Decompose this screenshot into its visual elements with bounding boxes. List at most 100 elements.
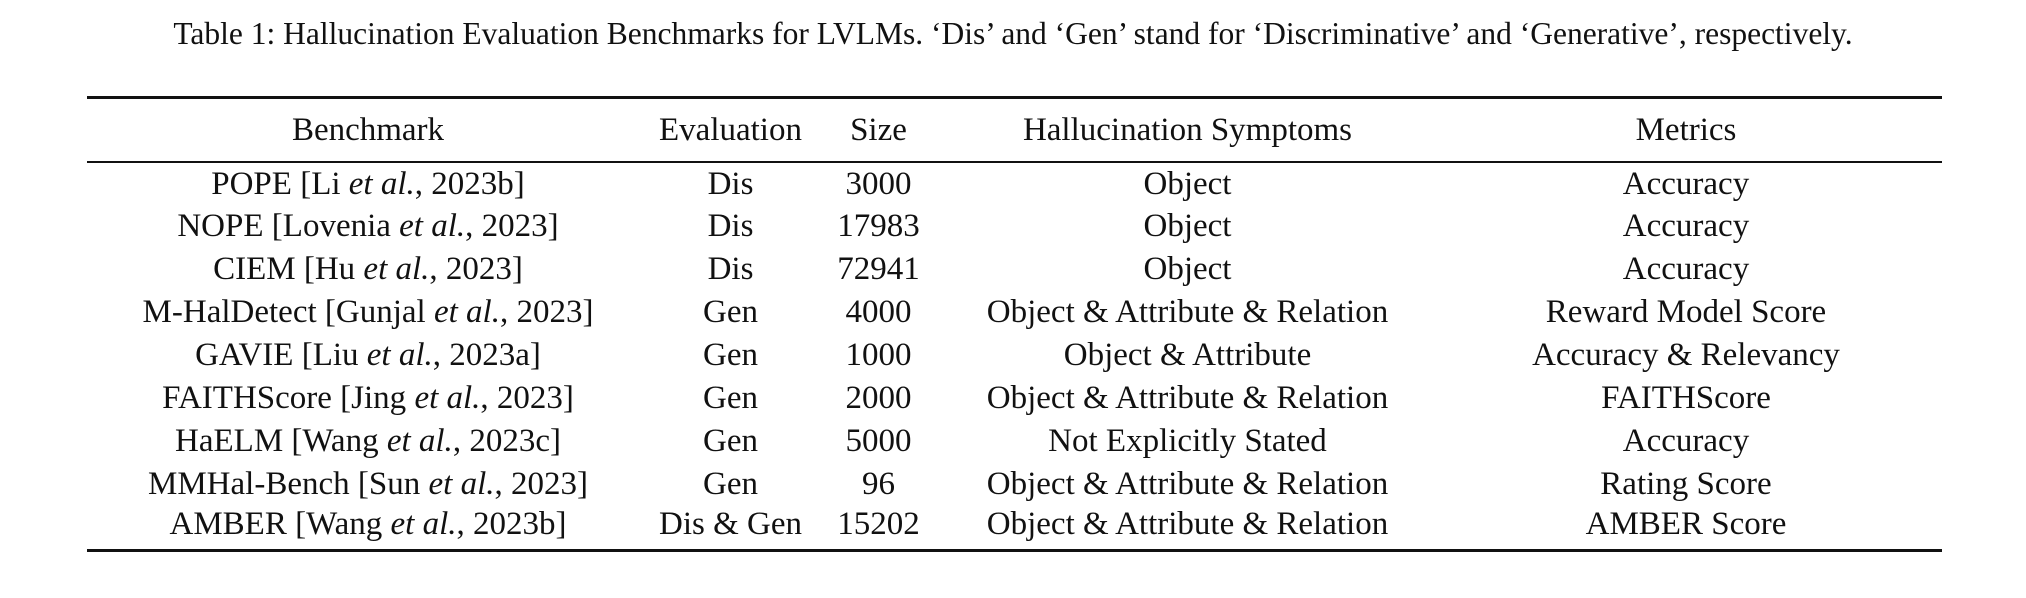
evaluation-cell: Gen <box>703 294 758 330</box>
benchmark-cell: CIEM [Hu et al., 2023] <box>213 251 523 287</box>
evaluation-cell: Gen <box>703 337 758 373</box>
citation-author: Lovenia <box>282 208 391 244</box>
citation-year: 2023c <box>469 423 550 459</box>
size-cell: 3000 <box>845 165 912 202</box>
benchmark-cell: HaELM [Wang et al., 2023c] <box>175 423 561 459</box>
symptoms-cell: Object <box>1143 208 1232 244</box>
evaluation-cell: Dis & Gen <box>659 506 802 542</box>
citation-year: 2023b <box>431 165 514 202</box>
table-row: AMBER [Wang et al., 2023b] Dis & Gen 152… <box>87 506 1942 551</box>
metrics-cell: Accuracy <box>1622 423 1750 459</box>
header-metrics: Metrics <box>1635 111 1737 148</box>
citation-year: 2023a <box>449 337 530 373</box>
header-size: Size <box>850 111 907 148</box>
header-evaluation: Evaluation <box>659 111 802 148</box>
citation-author: Liu <box>312 337 359 373</box>
citation-etal: et al. <box>390 506 457 542</box>
evaluation-cell: Dis <box>707 208 754 244</box>
citation-year: 2023b <box>473 506 556 542</box>
benchmark-name: POPE <box>211 165 292 202</box>
citation-year: 2023 <box>496 380 563 416</box>
size-cell: 2000 <box>845 380 912 416</box>
citation-etal: et al. <box>366 337 433 373</box>
evaluation-cell: Dis <box>707 165 754 202</box>
table-row: FAITHScore [Jing et al., 2023] Gen 2000 … <box>87 377 1942 420</box>
symptoms-cell: Object & Attribute & Relation <box>986 294 1389 330</box>
citation-etal: et al. <box>433 294 500 330</box>
citation-author: Gunjal <box>335 294 426 330</box>
size-cell: 96 <box>862 466 895 502</box>
citation-year: 2023 <box>516 294 583 330</box>
benchmark-name: MMHal-Bench <box>148 466 350 502</box>
table-row: NOPE [Lovenia et al., 2023] Dis 17983 Ob… <box>87 205 1942 248</box>
symptoms-cell: Object <box>1143 251 1232 287</box>
benchmark-table-container: Benchmark Evaluation Size Hallucination … <box>87 96 1942 552</box>
size-cell: 5000 <box>845 423 912 459</box>
benchmark-name: CIEM <box>213 251 296 287</box>
metrics-cell: Accuracy <box>1622 251 1750 287</box>
benchmark-table: Benchmark Evaluation Size Hallucination … <box>87 96 1942 552</box>
table-row: CIEM [Hu et al., 2023] Dis 72941 Object … <box>87 248 1942 291</box>
benchmark-cell: MMHal-Bench [Sun et al., 2023] <box>148 466 588 502</box>
metrics-cell: Accuracy <box>1622 165 1750 202</box>
benchmark-name: FAITHScore <box>162 380 332 416</box>
header-row: Benchmark Evaluation Size Hallucination … <box>87 97 1942 162</box>
citation-author: Sun <box>368 466 421 502</box>
symptoms-cell: Object & Attribute & Relation <box>986 380 1389 416</box>
table-caption: Table 1: Hallucination Evaluation Benchm… <box>173 16 1853 51</box>
citation-etal: et al. <box>363 251 430 287</box>
citation-etal: et al. <box>386 423 453 459</box>
benchmark-cell: FAITHScore [Jing et al., 2023] <box>162 380 574 416</box>
citation-etal: et al. <box>348 165 415 202</box>
size-cell: 15202 <box>837 506 920 542</box>
size-cell: 4000 <box>845 294 912 330</box>
evaluation-cell: Gen <box>703 466 758 502</box>
benchmark-cell: GAVIE [Liu et al., 2023a] <box>195 337 541 373</box>
benchmark-name: GAVIE <box>195 337 294 373</box>
symptoms-cell: Object <box>1143 165 1232 202</box>
metrics-cell: Accuracy & Relevancy <box>1532 337 1840 373</box>
size-cell: 17983 <box>837 208 920 244</box>
benchmark-cell: POPE [Li et al., 2023b] <box>211 165 525 202</box>
size-cell: 1000 <box>845 337 912 373</box>
citation-etal: et al. <box>414 380 481 416</box>
metrics-cell: Reward Model Score <box>1545 294 1827 330</box>
benchmark-cell: NOPE [Lovenia et al., 2023] <box>177 208 559 244</box>
table-row: MMHal-Bench [Sun et al., 2023] Gen 96 Ob… <box>87 463 1942 506</box>
benchmark-cell: AMBER [Wang et al., 2023b] <box>169 506 567 542</box>
citation-author: Wang <box>306 506 383 542</box>
evaluation-cell: Gen <box>703 380 758 416</box>
citation-author: Jing <box>351 380 407 416</box>
size-cell: 72941 <box>837 251 920 287</box>
table-row: GAVIE [Liu et al., 2023a] Gen 1000 Objec… <box>87 334 1942 377</box>
metrics-cell: Accuracy <box>1622 208 1750 244</box>
table-body: POPE [Li et al., 2023b] Dis 3000 Object … <box>87 162 1942 551</box>
table-row: M-HalDetect [Gunjal et al., 2023] Gen 40… <box>87 291 1942 334</box>
benchmark-name: HaELM <box>175 423 284 459</box>
symptoms-cell: Object & Attribute <box>1063 337 1312 373</box>
metrics-cell: FAITHScore <box>1601 380 1771 416</box>
header-benchmark: Benchmark <box>291 111 445 148</box>
citation-author: Wang <box>302 423 379 459</box>
citation-etal: et al. <box>399 208 466 244</box>
evaluation-cell: Dis <box>707 251 754 287</box>
benchmark-cell: M-HalDetect [Gunjal et al., 2023] <box>142 294 594 330</box>
symptoms-cell: Object & Attribute & Relation <box>986 506 1389 542</box>
citation-author: Hu <box>314 251 356 287</box>
table-row: HaELM [Wang et al., 2023c] Gen 5000 Not … <box>87 420 1942 463</box>
citation-year: 2023 <box>445 251 512 287</box>
metrics-cell: Rating Score <box>1600 466 1772 502</box>
benchmark-name: AMBER <box>169 506 287 542</box>
benchmark-name: M-HalDetect <box>142 294 317 330</box>
header-symptoms: Hallucination Symptoms <box>1022 111 1353 148</box>
citation-author: Li <box>311 165 341 202</box>
citation-year: 2023 <box>510 466 577 502</box>
symptoms-cell: Object & Attribute & Relation <box>986 466 1389 502</box>
citation-etal: et al. <box>428 466 495 502</box>
evaluation-cell: Gen <box>703 423 758 459</box>
benchmark-name: NOPE <box>177 208 264 244</box>
metrics-cell: AMBER Score <box>1585 506 1787 542</box>
citation-year: 2023 <box>481 208 548 244</box>
table-header: Benchmark Evaluation Size Hallucination … <box>87 97 1942 162</box>
symptoms-cell: Not Explicitly Stated <box>1048 423 1327 459</box>
